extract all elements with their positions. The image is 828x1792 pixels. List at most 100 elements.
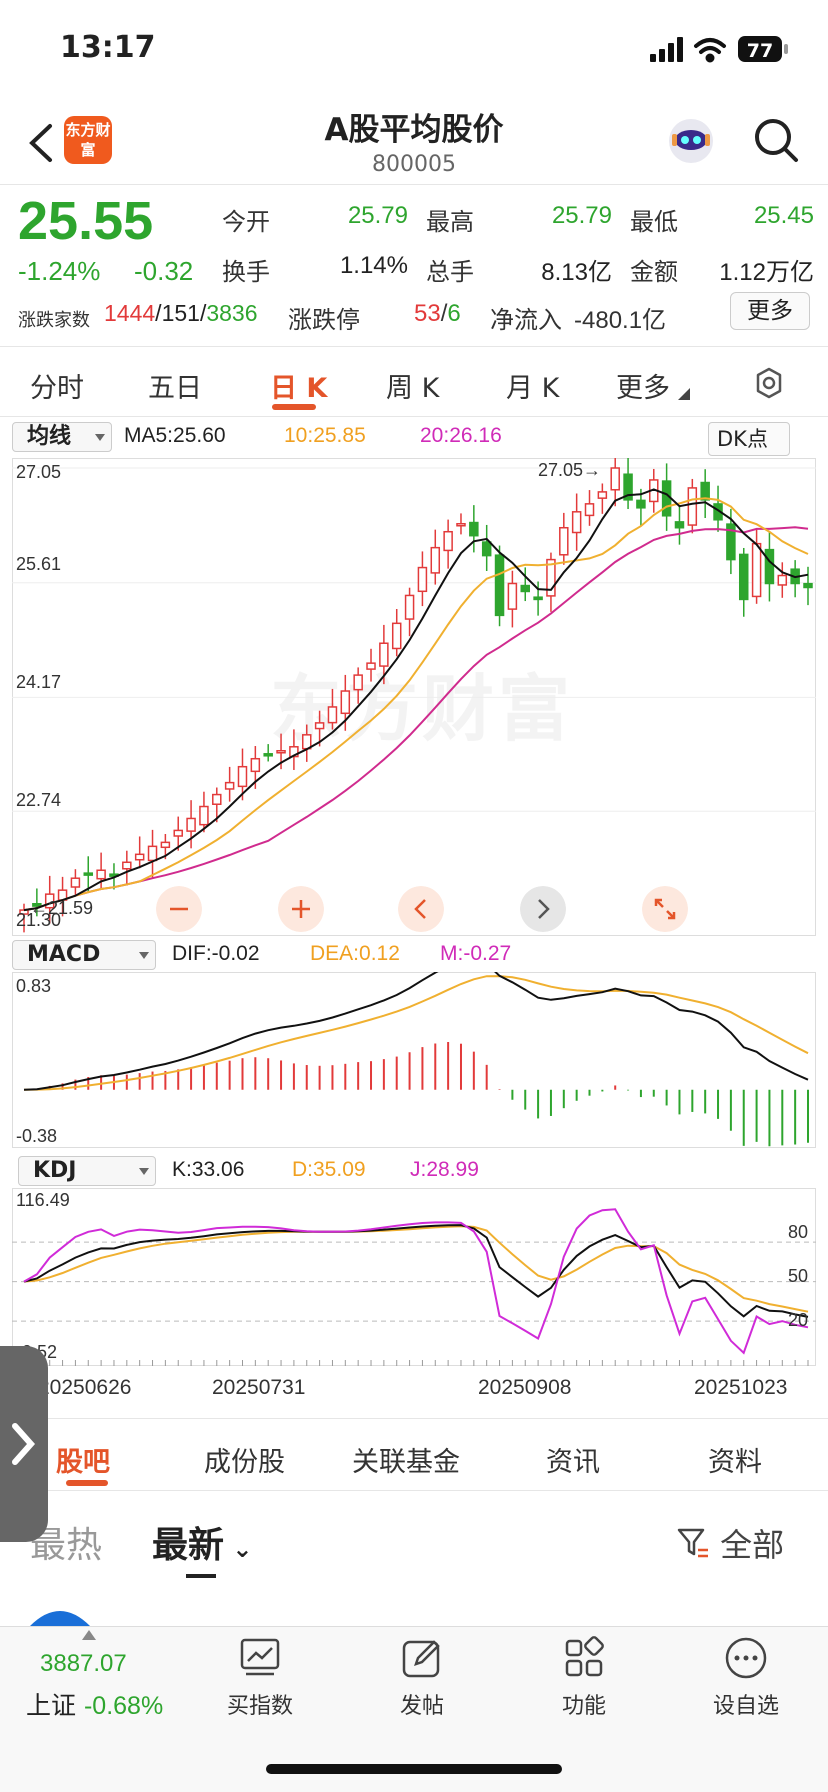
candle-body [546,558,556,597]
candle-body [636,499,646,509]
tab-monthly-k[interactable]: 月 K [506,373,560,404]
more-dots-icon[interactable] [724,1636,768,1680]
candlestick-chart[interactable] [12,458,816,936]
dif-line [23,972,809,1091]
limit-label: 涨跌停 [288,306,360,334]
candle-body [224,781,235,790]
candle-body [32,903,42,907]
tab-news[interactable]: 资讯 [546,1447,600,1478]
tab-daily-k[interactable]: 日 K [270,373,328,404]
tab-five-day[interactable]: 五日 [148,373,202,404]
y-tick: 24.17 [16,672,62,692]
tab-weekly-k[interactable]: 周 K [386,373,440,404]
kdj-selector[interactable]: KDJ [18,1156,156,1186]
candle-body [379,642,389,667]
robot-assistant-icon[interactable] [666,116,716,166]
index-quote[interactable]: 上证 -0.68% [26,1686,163,1722]
macd-selector[interactable]: MACD [12,940,156,970]
nav-post[interactable]: 发帖 [399,1694,444,1719]
kdj-top: 116.49 [16,1190,70,1210]
change-value: -0.32 [134,256,194,286]
candle-body [404,594,415,620]
candle-body [764,548,775,585]
divider [0,1490,828,1491]
tab-profile[interactable]: 资料 [708,1447,762,1478]
d-line [23,1225,809,1313]
wifi-icon [694,38,726,63]
kdj-selector-label: KDJ [33,1158,77,1183]
ma20-value: 20:26.16 [420,424,502,447]
macd-selector-label: MACD [27,942,101,967]
filter-button[interactable]: 全部 [676,1520,784,1566]
candle-body [456,523,466,527]
scroll-right-button[interactable] [520,886,566,932]
tab-more[interactable]: 更多 [616,373,670,404]
candle-body [597,491,608,499]
nav-functions[interactable]: 功能 [561,1694,606,1719]
candle-body [687,487,698,526]
candle-body [96,869,106,880]
index-value[interactable]: 3887.07 [40,1650,127,1677]
zoom-out-button[interactable] [156,886,202,932]
candle-body [700,481,710,501]
tab-active-indicator [66,1480,108,1486]
macd-chart[interactable] [12,972,816,1148]
candle-body [777,574,788,586]
scroll-left-button[interactable] [398,886,444,932]
triangle-down-icon [678,388,690,400]
edit-post-icon[interactable] [400,1636,444,1680]
tab-constituents[interactable]: 成份股 [204,1447,285,1478]
nav-add-watchlist[interactable]: 设自选 [712,1694,779,1719]
stat-volume-label: 总手 [426,258,474,286]
grid-apps-icon[interactable] [562,1636,606,1680]
index-name: 上证 [26,1691,77,1720]
macd-m-value: M:-0.27 [440,942,512,965]
ma-selector-label: 均线 [27,424,72,449]
ma5-value: MA5:25.60 [124,424,226,447]
candle-body [726,523,736,561]
tab-intraday[interactable]: 分时 [30,373,84,404]
divider [0,346,828,347]
dk-point-button[interactable]: DK点 [708,422,790,456]
home-indicator[interactable] [266,1764,562,1774]
max-price-label: 27.05→ [538,460,602,480]
candle-body [391,622,402,650]
ma10-line [23,497,809,912]
j-line [23,1208,809,1355]
candle-body [122,861,132,870]
side-drawer-handle[interactable] [0,1346,48,1542]
zoom-in-button[interactable] [278,886,324,932]
tab-guba[interactable]: 股吧 [56,1447,110,1478]
candle-body [469,521,479,537]
candle-body [199,805,209,826]
gear-icon[interactable] [752,366,786,400]
y-tick: 25.61 [16,554,62,574]
kdj-chart[interactable] [12,1188,816,1366]
stat-low-label: 最低 [630,208,678,236]
ma-selector[interactable]: 均线 [12,422,112,452]
sort-latest[interactable]: 最新 ⌄ [152,1525,253,1566]
stat-amount-value: 1.12万亿 [719,259,814,286]
battery-icon [738,36,782,62]
chart-trend-icon[interactable] [238,1636,282,1680]
tab-related-funds[interactable]: 关联基金 [352,1447,460,1478]
more-stats-button[interactable]: 更多 [730,292,810,330]
post-avatar [30,1611,90,1626]
inflow-label: 净流入 [490,306,562,334]
tab-active-indicator [272,404,316,410]
nav-buy-index[interactable]: 买指数 [226,1694,293,1719]
y-tick: 21.30 [16,910,62,930]
date-label: 20250731 [212,1376,306,1399]
candle-body [44,893,55,909]
stat-open-value: 25.79 [347,202,408,229]
divider [0,184,828,185]
candle-body [147,845,158,862]
back-button[interactable] [22,118,62,168]
macd-bottom: -0.38 [16,1126,58,1146]
search-icon[interactable] [752,116,800,164]
kdj-level-50: 50 [788,1266,809,1286]
stat-open-label: 今开 [222,208,270,236]
change-percent: -1.24% [18,256,101,286]
ma10-value: 10:25.85 [284,424,366,447]
fullscreen-button[interactable] [642,886,688,932]
